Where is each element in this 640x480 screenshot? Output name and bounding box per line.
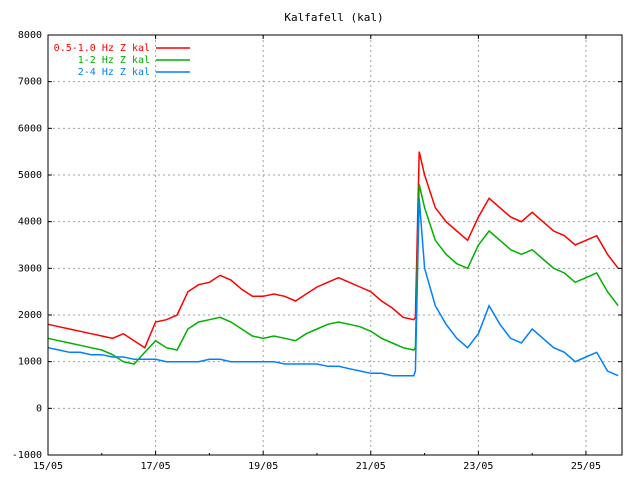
chart-title: Kalfafell (kal): [284, 11, 383, 24]
legend-label: 0.5-1.0 Hz Z kal: [54, 43, 150, 54]
legend-label: 1-2 Hz Z kal: [78, 55, 150, 66]
series-line-2: [47, 198, 619, 377]
series-lines: [47, 151, 619, 377]
x-tick-label: 19/05: [248, 461, 278, 472]
x-tick-label: 21/05: [356, 461, 386, 472]
y-tick-label: 4000: [18, 217, 42, 228]
grid: [48, 35, 622, 455]
y-tick-label: 8000: [18, 30, 42, 41]
series-line-1: [47, 184, 619, 365]
y-tick-label: 2000: [18, 310, 42, 321]
y-tick-label: 1000: [18, 357, 42, 368]
x-tick-label: 17/05: [141, 461, 171, 472]
y-tick-label: 3000: [18, 263, 42, 274]
y-tick-label: 6000: [18, 123, 42, 134]
x-tick-label: 15/05: [33, 461, 63, 472]
x-tick-label: 25/05: [571, 461, 601, 472]
y-tick-label: -1000: [12, 450, 42, 461]
legend-label: 2-4 Hz Z kal: [78, 67, 150, 78]
y-tick-label: 5000: [18, 170, 42, 181]
y-tick-label: 7000: [18, 77, 42, 88]
y-tick-label: 0: [36, 403, 42, 414]
plot-frame: [47, 34, 623, 456]
x-tick-label: 23/05: [463, 461, 493, 472]
series-line-0: [47, 151, 619, 349]
axes: -1000 0 1000 2000 3000 4000 5000 6000 7000 8000 15…: [12, 30, 622, 472]
